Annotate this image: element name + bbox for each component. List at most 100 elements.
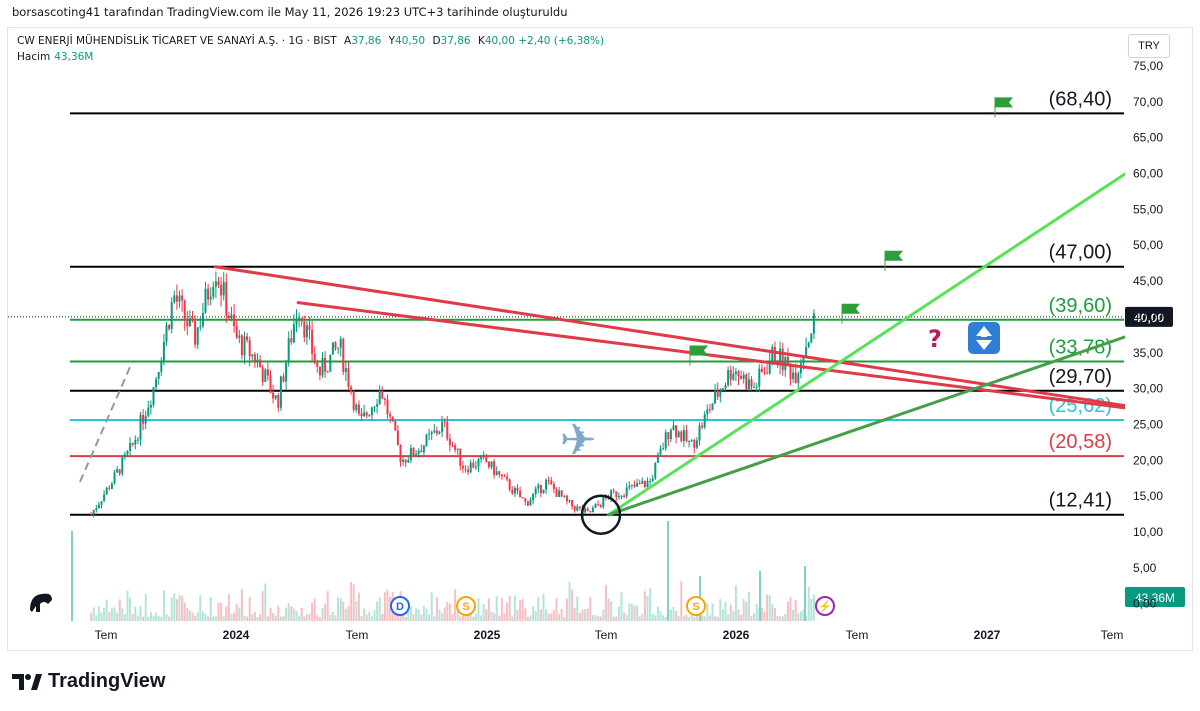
- volume-bar: [680, 581, 683, 621]
- candle-body: [279, 376, 282, 408]
- volume-bar: [750, 615, 753, 621]
- candle-body: [480, 455, 483, 460]
- volume-bar: [295, 611, 298, 621]
- y-tick-label: 40,00: [1133, 310, 1163, 324]
- symbol-name: CW ENERJİ MÜHENDİSLİK TİCARET VE SANAYİ …: [17, 35, 337, 47]
- candle-body: [565, 495, 568, 502]
- candle-body: [368, 415, 371, 417]
- candle-body: [113, 472, 116, 484]
- volume-bar: [508, 595, 511, 621]
- volume-bar: [373, 610, 376, 621]
- volume-bar: [513, 595, 516, 621]
- y-tick-label: 50,00: [1133, 238, 1163, 252]
- candle-body: [623, 495, 626, 497]
- y-tick-label: 15,00: [1133, 489, 1163, 503]
- candle-body: [758, 368, 761, 387]
- volume-badge: [1125, 587, 1185, 607]
- candle-body: [277, 395, 280, 408]
- event-badge-letter: D: [396, 601, 404, 613]
- volume-bar: [363, 608, 366, 621]
- candle-body: [680, 431, 683, 441]
- candle-body: [108, 487, 111, 489]
- candle-body: [381, 390, 384, 399]
- candle-body: [794, 372, 797, 384]
- volume-bar: [799, 611, 802, 621]
- candle-body: [797, 373, 800, 384]
- candle-body: [212, 286, 215, 297]
- candle-body: [256, 359, 259, 363]
- volume-bar: [311, 602, 314, 621]
- candle-body: [194, 320, 197, 345]
- candle-body: [313, 353, 316, 363]
- volume-bar: [474, 613, 477, 621]
- volume-bar: [313, 598, 316, 621]
- volume-bar: [792, 610, 795, 621]
- volume-bar: [240, 589, 243, 621]
- volume-bar: [97, 606, 100, 621]
- candle-body: [196, 327, 199, 345]
- candle-body: [467, 469, 470, 473]
- volume-bar: [659, 611, 662, 621]
- volume-bar: [256, 616, 259, 621]
- candle-body: [407, 460, 410, 463]
- volume-bar: [506, 602, 509, 621]
- candle-body: [721, 388, 724, 391]
- volume-bar: [789, 596, 792, 621]
- volume-bar: [537, 597, 540, 621]
- volume-bar: [126, 590, 129, 621]
- volume-bar: [230, 613, 233, 621]
- candle-body: [589, 511, 592, 513]
- candle-body: [246, 336, 249, 341]
- volume-bar: [547, 613, 550, 621]
- volume-bar: [586, 608, 589, 621]
- volume-bar: [617, 606, 620, 621]
- candle-body: [646, 481, 649, 487]
- volume-bar: [204, 613, 207, 621]
- volume-bar: [222, 616, 225, 621]
- candle-body: [547, 479, 550, 481]
- high-value: 40,50: [395, 35, 426, 47]
- volume-bar: [480, 615, 483, 621]
- tradingview-logo[interactable]: TradingView: [12, 670, 165, 693]
- volume-bar: [786, 601, 789, 621]
- volume-bar: [729, 604, 732, 621]
- candle-body: [667, 432, 670, 440]
- volume-bar: [805, 616, 808, 621]
- candle-body: [363, 412, 366, 417]
- volume-bar: [703, 616, 706, 621]
- volume-bar: [370, 616, 373, 621]
- volume-bar: [682, 616, 685, 621]
- volume-bar: [633, 605, 636, 621]
- event-badge-letter: S: [692, 601, 699, 613]
- y-tick-label: 35,00: [1133, 346, 1163, 360]
- volume-bar: [134, 606, 137, 621]
- open-key: A: [344, 35, 352, 47]
- volume-bar: [71, 531, 73, 621]
- x-tick-label: Tem: [846, 628, 869, 642]
- volume-bar: [656, 606, 659, 621]
- volume-bar: [92, 607, 95, 621]
- candle-body: [386, 399, 389, 415]
- volume-bar: [173, 593, 176, 621]
- volume-bar: [103, 607, 106, 621]
- volume-bar: [108, 612, 111, 621]
- candle-body: [287, 338, 290, 363]
- volume-bar: [443, 607, 446, 621]
- candle-body: [204, 288, 207, 313]
- volume-bar: [183, 602, 186, 621]
- candle-body: [251, 354, 254, 357]
- candle-body: [625, 487, 628, 497]
- currency-button[interactable]: TRY: [1128, 34, 1170, 58]
- candle-body: [433, 430, 436, 433]
- candle-body: [649, 481, 652, 483]
- volume-bar: [368, 611, 371, 621]
- candle-body: [129, 442, 132, 452]
- candle-body: [331, 342, 334, 355]
- candle-body: [274, 395, 277, 399]
- volume-bar: [448, 603, 451, 621]
- volume-bar: [100, 612, 103, 621]
- candle-body: [599, 505, 602, 507]
- candle-body: [149, 404, 152, 408]
- candle-body: [651, 478, 654, 482]
